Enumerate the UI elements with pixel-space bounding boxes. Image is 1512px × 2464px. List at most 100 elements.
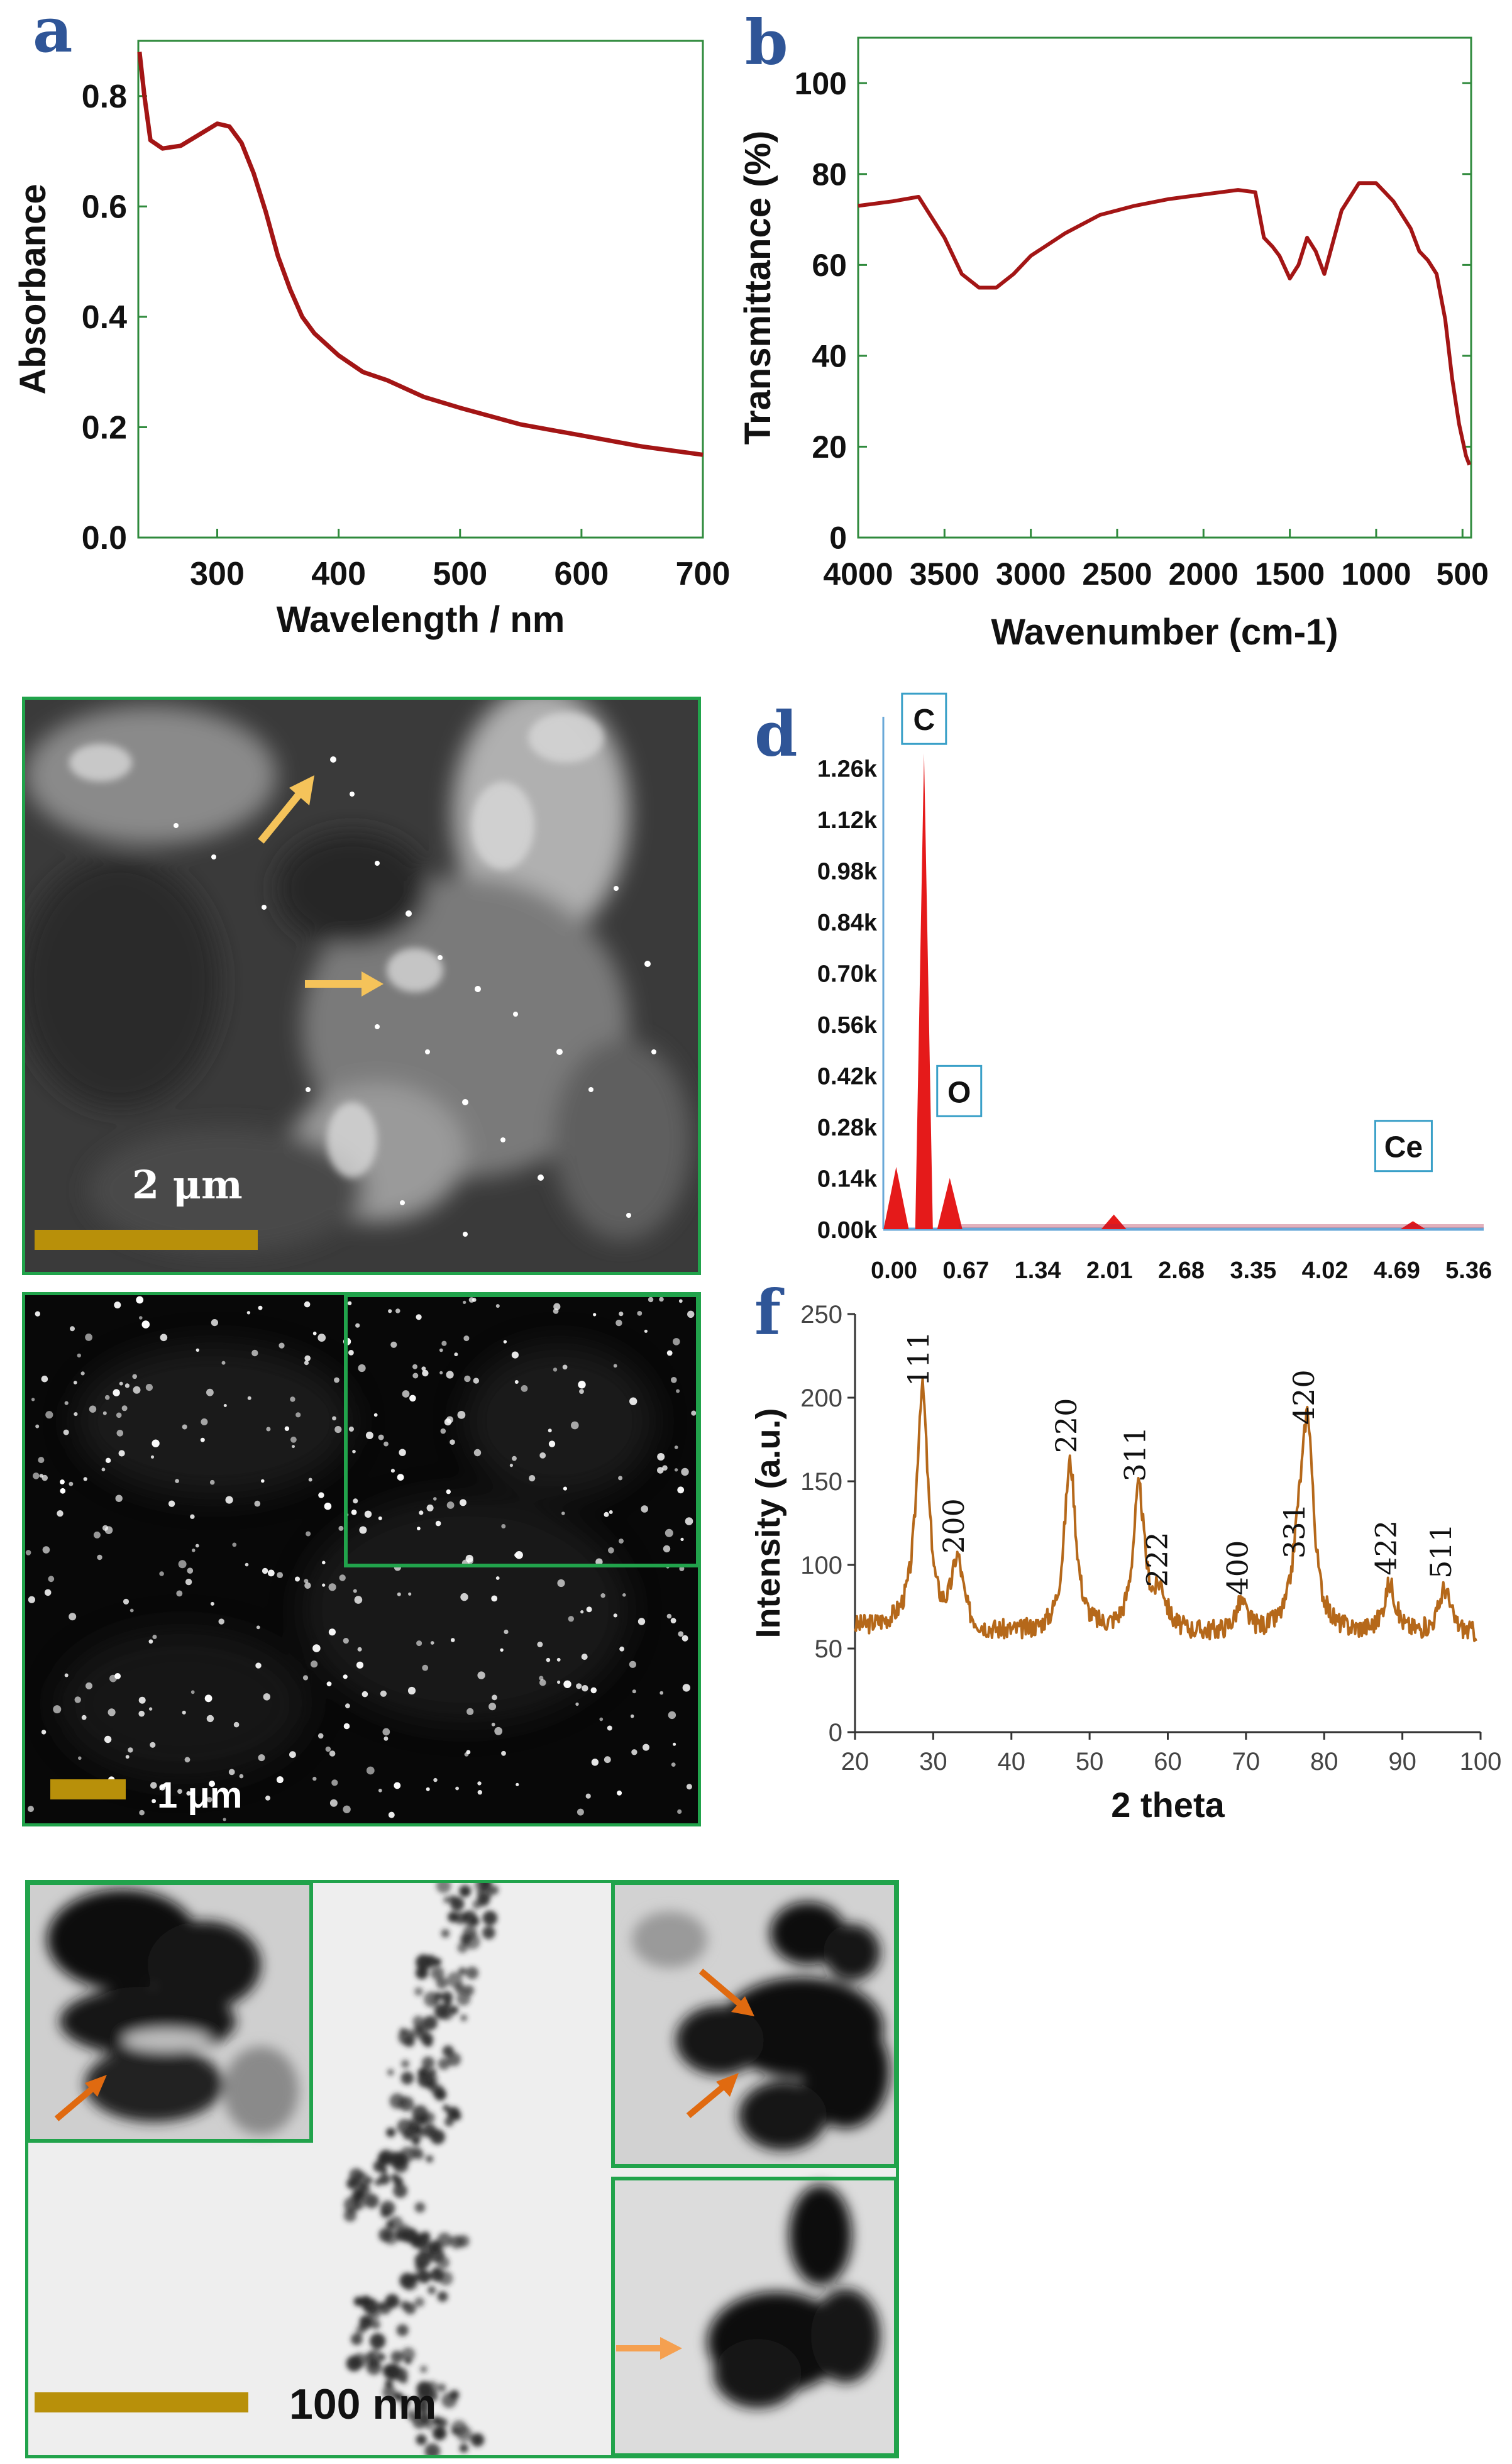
nanoparticle-dot (503, 1340, 507, 1344)
nanoparticle-dot (388, 1811, 395, 1818)
chart-d-eds-spectrum: 0.00k 0.14k 0.28k 0.42k 0.56k 0.70k 0.84k 0.98k… (817, 692, 1492, 1284)
nanoparticle (444, 2117, 454, 2127)
nanoparticle-dot (182, 1710, 186, 1715)
nanoparticle-dot (402, 1390, 410, 1398)
nanoparticle (415, 2262, 426, 2273)
nanoparticle (451, 2420, 467, 2436)
nanoparticle-dot (674, 1445, 678, 1449)
nanoparticle-dot (176, 1590, 183, 1597)
nanoparticle-dot (332, 1416, 336, 1421)
x-tick-label: 3000 (996, 556, 1066, 592)
nanoparticle-dot (678, 1631, 684, 1637)
nanoparticle-dot (491, 1722, 495, 1726)
nanoparticle (387, 2069, 394, 2076)
nanoparticle (416, 2026, 424, 2035)
nanoparticle-dot (504, 1629, 509, 1635)
nanoparticle-dot (629, 1660, 637, 1668)
x-tick-label: 1.34 (1015, 1257, 1061, 1284)
nanoparticle-dot (495, 1304, 500, 1308)
y-tick-label: 0.56k (817, 1012, 878, 1039)
nanoparticle-dot (141, 1320, 150, 1329)
nanoparticle-dot (665, 1528, 673, 1537)
nanoparticle-dot (356, 1661, 364, 1669)
spectrum-peak (915, 753, 933, 1229)
nanoparticle-dot (637, 1618, 646, 1625)
chart-b-transmittance: 4000 3500 3000 2500 2000 1500 1000 500 0 20 40 60 80… (737, 36, 1489, 653)
nanoparticle-dot (630, 1714, 634, 1718)
nanoparticle-dot (380, 1690, 387, 1697)
scale-bar-label: 2 μm (132, 1162, 243, 1208)
nanoparticle-dot (546, 1657, 551, 1662)
nanoparticle-dot (353, 1589, 357, 1593)
nanoparticle-dot (409, 1395, 416, 1402)
nanoparticle-dot (343, 1638, 349, 1644)
nanoparticle-dot (209, 1479, 215, 1485)
nanoparticle (412, 2105, 428, 2121)
nanoparticle-dot (382, 1728, 390, 1736)
pointer-arrow-icon (686, 2082, 729, 2118)
nanoparticle-dot (682, 1635, 688, 1642)
y-tick-label: 250 (800, 1301, 842, 1329)
nanoparticle-dot (204, 1796, 208, 1799)
nanoparticle (390, 2350, 404, 2363)
nanoparticle-dot (232, 1542, 237, 1547)
nanoparticle-dot (251, 1349, 258, 1357)
nanoparticle-dot (311, 1660, 318, 1668)
nanoparticle-dot (417, 1527, 421, 1530)
nanoparticle-dot (267, 1569, 275, 1577)
nanoparticle-dot (657, 1453, 665, 1461)
nanoparticle-dot (463, 1300, 466, 1304)
nanoparticle-dot (258, 1305, 263, 1310)
nanoparticle-dot (206, 1797, 212, 1803)
nanoparticle-dot (412, 1364, 417, 1369)
x-tick-label: 1000 (1341, 556, 1411, 592)
nanoparticle-dot (412, 1373, 419, 1379)
tem-inset-top-left (28, 1883, 313, 2143)
x-tick-label: 2.68 (1158, 1257, 1205, 1284)
nanoparticle-dot (501, 1750, 506, 1756)
nanoparticle-dot (306, 1531, 311, 1537)
peak-label: 511 (1424, 1523, 1458, 1579)
nanoparticle-dot (228, 1769, 235, 1776)
x-tick-label: 90 (1388, 1748, 1416, 1776)
nanoparticle-dot (44, 1589, 52, 1596)
inset-frame (344, 1295, 698, 1567)
nanoparticle-dot (81, 1715, 87, 1720)
nanoparticle-dot (464, 1375, 471, 1383)
nanoparticle-dot (477, 1790, 482, 1795)
nanoparticle-dot (114, 1301, 121, 1309)
nanoparticle-dot (492, 1694, 497, 1701)
nanoparticle-dot (632, 1689, 636, 1694)
nanoparticle-dot (123, 1598, 130, 1605)
nanoparticle-dot (263, 1693, 270, 1701)
nanoparticle-dot (446, 1416, 454, 1423)
element-label: C (913, 704, 935, 737)
nanoparticle (456, 1992, 471, 2006)
nanoparticle-dot (687, 1310, 695, 1318)
nanoparticle-dot (290, 1396, 295, 1402)
nanoparticle-dot (515, 1551, 523, 1559)
nanoparticle-dot (121, 1405, 128, 1412)
panel-label-b: b (745, 7, 788, 79)
nanoparticle-dot (57, 1510, 63, 1517)
nanoparticle (385, 2220, 395, 2229)
nanoparticle-dot (130, 1608, 134, 1613)
nanoparticle (411, 2136, 421, 2145)
nanoparticle-dot (553, 1303, 561, 1310)
nanoparticle (465, 1966, 479, 1980)
nanoparticle-dot (494, 1726, 503, 1735)
nanoparticle (452, 2111, 461, 2121)
nanoparticle-dot (86, 1682, 92, 1689)
element-label-box (901, 692, 947, 745)
nanoparticle (426, 2380, 438, 2393)
pointer-arrow-icon (54, 2082, 100, 2121)
nanoparticle (414, 1987, 423, 1996)
nanoparticle-dot (355, 1323, 360, 1328)
nanoparticle-dot (150, 1782, 157, 1789)
spectrum-peak (937, 1178, 963, 1229)
nanoparticle-dot (187, 1567, 194, 1574)
nanoparticle-dot (184, 1757, 190, 1763)
y-tick-label: 1.26k (817, 756, 878, 783)
nanoparticle-dot (304, 1355, 311, 1362)
nanoparticle-dot (25, 1550, 31, 1555)
